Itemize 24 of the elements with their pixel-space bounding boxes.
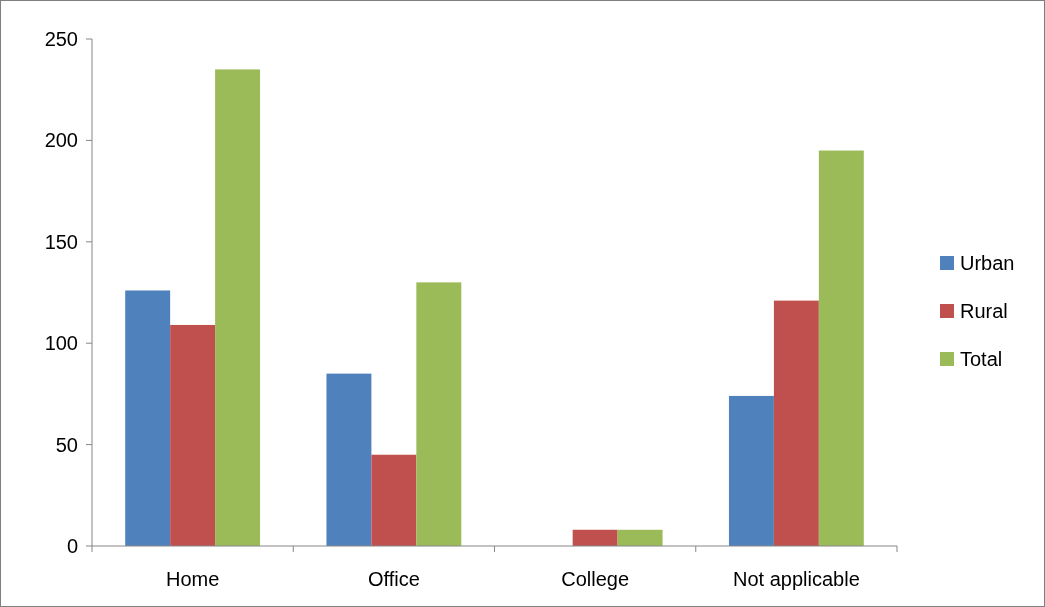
bar [371, 454, 417, 546]
x-tick-label: Not applicable [733, 568, 860, 590]
y-tick-label: 250 [44, 28, 78, 50]
legend-label: Total [960, 348, 1003, 370]
y-tick-label: 100 [44, 332, 78, 355]
x-tick-label: Home [165, 568, 220, 590]
bar [728, 395, 774, 546]
y-tick-label: 50 [55, 433, 78, 456]
y-tick-label: 200 [44, 129, 78, 152]
bar [170, 324, 216, 546]
x-tick-label: Office [367, 568, 420, 590]
bar [818, 150, 864, 546]
legend-label: Urban [960, 252, 1015, 274]
bar [125, 290, 171, 546]
bar [416, 282, 462, 546]
legend-label: Rural [960, 300, 1008, 322]
bar [326, 373, 372, 546]
bar [215, 69, 261, 546]
y-tick-label: 0 [66, 535, 78, 557]
bar [617, 529, 663, 546]
bar [572, 529, 618, 546]
y-tick-label: 150 [44, 230, 78, 253]
bar [773, 300, 819, 546]
x-tick-label: College [561, 568, 630, 590]
